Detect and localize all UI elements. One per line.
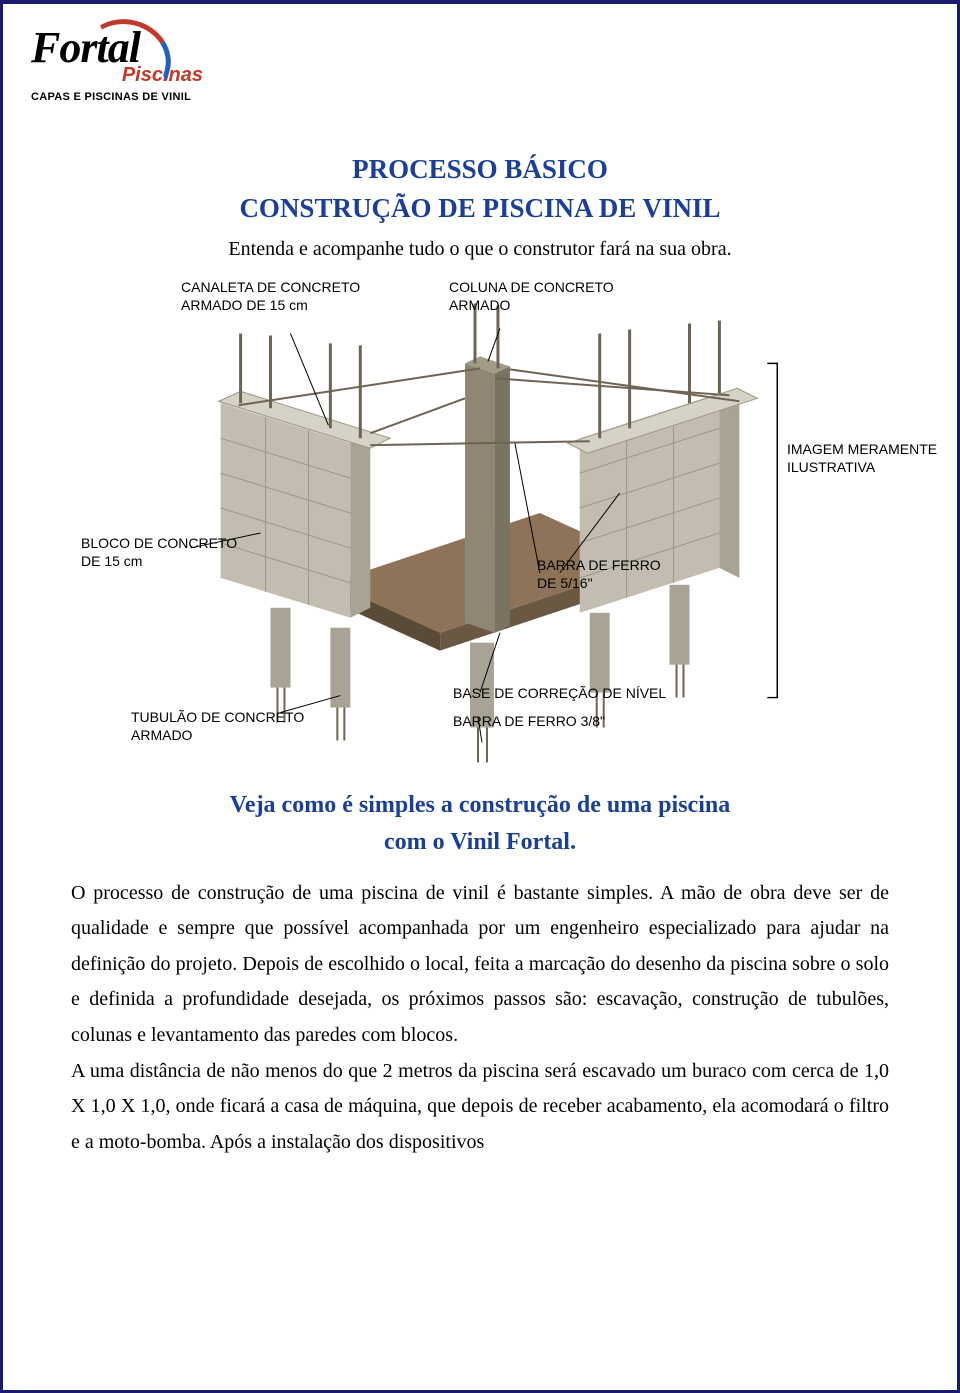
subheading-block: Veja como é simples a construção de uma … — [71, 787, 889, 861]
body-text-block: O processo de construção de uma piscina … — [71, 876, 889, 1161]
paragraph-2: A uma distância de não menos do que 2 me… — [71, 1054, 889, 1161]
logo-tagline: CAPAS E PISCINAS DE VINIL — [31, 91, 231, 103]
subheading-line-2: com o Vinil Fortal. — [384, 829, 576, 855]
subheading-line-1: Veja como é simples a construção de uma … — [230, 792, 730, 818]
label-barra516: BARRA DE FERRODE 5/16" — [537, 557, 661, 592]
paragraph-1: O processo de construção de uma piscina … — [71, 876, 889, 1054]
label-barra38: BARRA DE FERRO 3/8" — [453, 713, 605, 731]
construction-diagram: CANALETA DE CONCRETOARMADO DE 15 cm COLU… — [71, 273, 889, 765]
label-bloco: BLOCO DE CONCRETODE 15 cm — [81, 535, 237, 570]
label-coluna: COLUNA DE CONCRETOARMADO — [449, 279, 614, 314]
corner-column — [465, 357, 510, 633]
document-title-block: PROCESSO BÁSICO CONSTRUÇÃO DE PISCINA DE… — [71, 150, 889, 228]
title-line-2: CONSTRUÇÃO DE PISCINA DE VINIL — [71, 189, 889, 228]
label-tubulao: TUBULÃO DE CONCRETOARMADO — [131, 709, 304, 744]
company-logo: Fortal Piscinas CAPAS E PISCINAS DE VINI… — [31, 26, 231, 103]
intro-text: Entenda e acompanhe tudo o que o constru… — [71, 238, 889, 261]
label-imagem: IMAGEM MERAMENTEILUSTRATIVA — [787, 441, 937, 476]
label-canaleta: CANALETA DE CONCRETOARMADO DE 15 cm — [181, 279, 360, 314]
document-page: Fortal Piscinas CAPAS E PISCINAS DE VINI… — [0, 0, 960, 1393]
title-line-1: PROCESSO BÁSICO — [71, 150, 889, 189]
illustrative-bracket — [767, 364, 777, 698]
label-base: BASE DE CORREÇÃO DE NÍVEL — [453, 685, 666, 703]
